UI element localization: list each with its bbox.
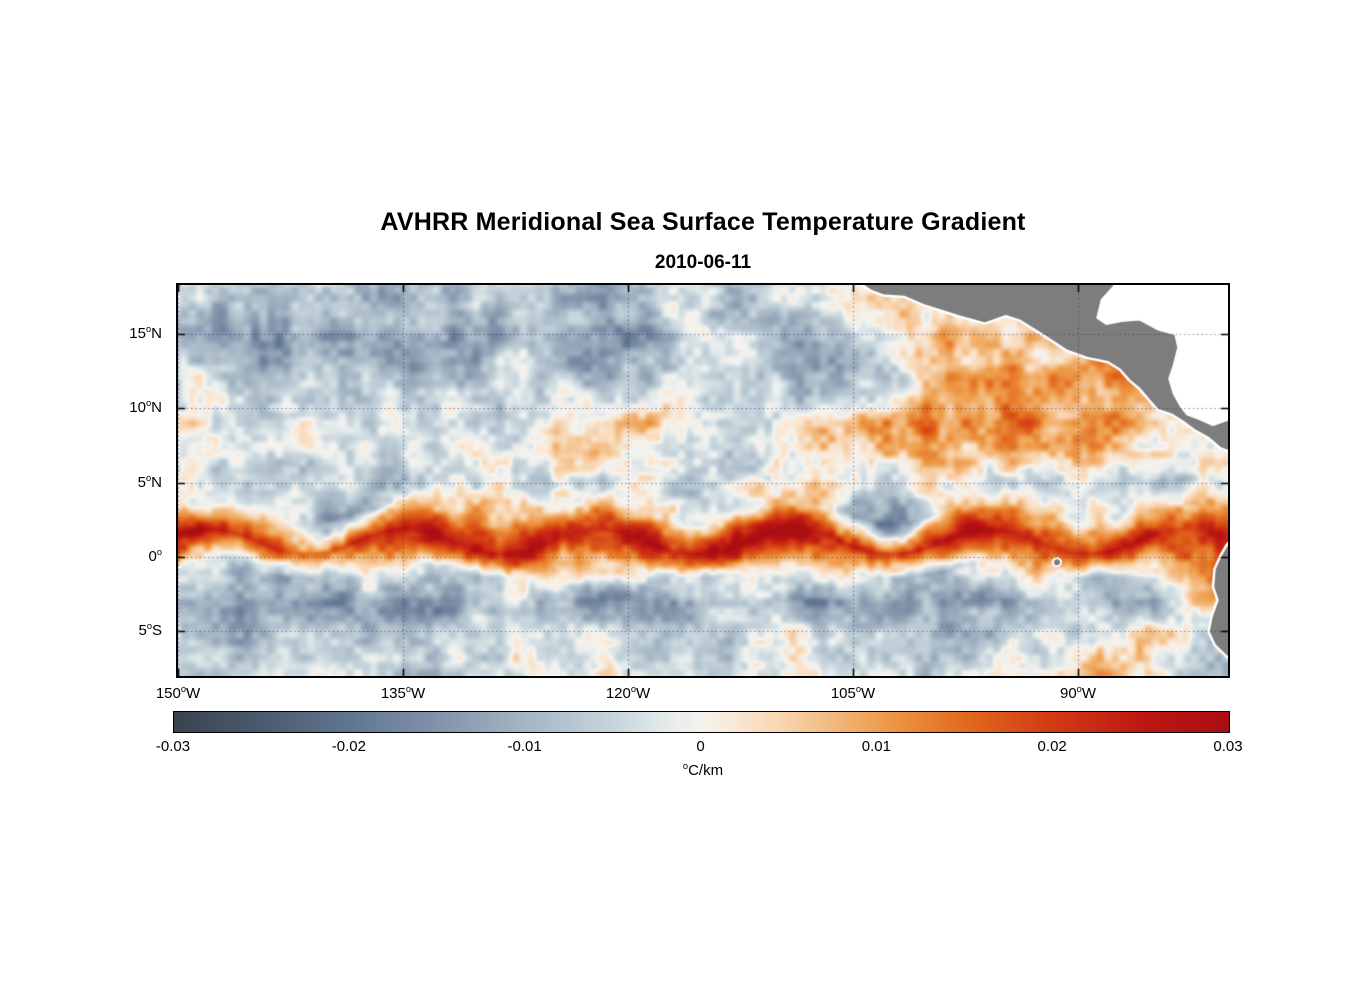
colorbar-tick-label: 0 [696,738,705,755]
x-tick-label: 90oW [1059,684,1097,702]
x-axis-labels: 150oW 135oW 120oW 105oW 90oW [156,683,1228,705]
figure-title: AVHRR Meridional Sea Surface Temperature… [380,208,1026,236]
x-tick-label: 105oW [830,684,876,702]
y-tick-label: 15oN [129,324,162,343]
plot-area [176,283,1230,678]
colorbar-tick-label: -0.03 [155,738,191,755]
colorbar-tick-label: -0.01 [507,738,542,755]
y-tick-label: 5oS [138,621,162,640]
colorbar-tick-label: 0.01 [861,738,891,755]
x-tick-label: 135oW [380,684,426,702]
colorbar-tick-label: 0.02 [1037,738,1067,755]
y-tick-label: 10oN [129,398,162,417]
colorbar-tick-label: -0.02 [331,738,366,755]
colorbar-labels: -0.03 -0.02 -0.01 0 0.01 0.02 0.03 [156,738,1243,758]
heatmap-canvas [178,285,1228,676]
colorbar-unit-label: oC/km [682,761,724,779]
y-tick-label: 0o [148,547,162,566]
x-tick-label: 120oW [605,684,651,702]
colorbar-tick-label: 0.03 [1213,738,1243,755]
colorbar-gradient [174,712,1229,732]
figure-date: 2010-06-11 [654,252,752,273]
y-tick-label: 5oN [137,472,162,491]
x-tick-label: 150oW [155,684,201,702]
y-axis-labels: 15oN 10oN 5oN 0o 5oS [0,285,170,676]
colorbar [173,711,1230,733]
